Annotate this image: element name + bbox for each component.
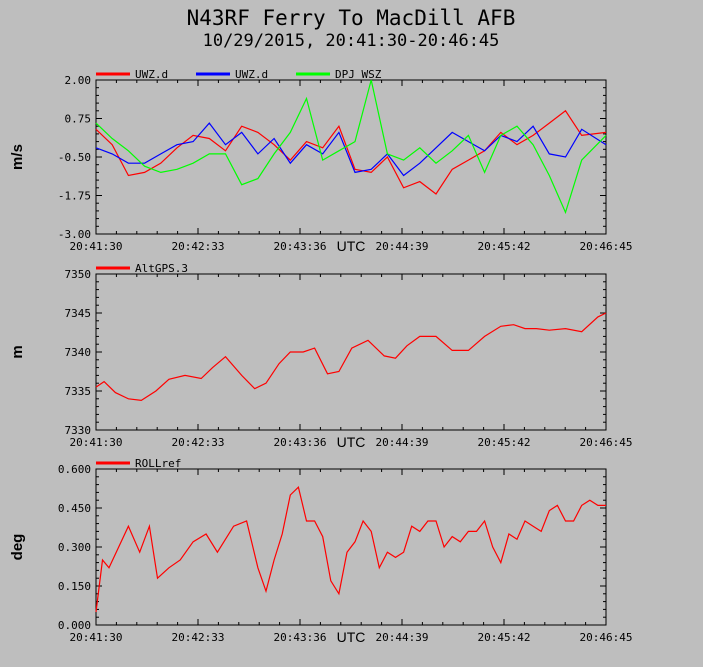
y-tick-label: 0.300 [58,541,91,554]
y-tick-label: 0.150 [58,580,91,593]
series-line-3 [95,79,607,215]
x-tick-label: 20:45:42 [478,631,531,644]
x-tick-label: 20:41:30 [70,240,123,253]
y-tick-label: 7350 [65,268,92,281]
x-tick-label: 20:46:45 [580,240,633,253]
y-tick-label: 0.600 [58,463,91,476]
legend-label: UWZ.d [235,68,268,81]
series-line-1 [95,486,606,613]
y-tick-label: 7335 [65,385,92,398]
y-axis-label: m/s [9,144,26,170]
legend-label: ROLLref [135,457,181,470]
x-tick-label: 20:44:39 [376,631,429,644]
legend-label: UWZ.d [135,68,168,81]
x-axis-label: UTC [337,629,366,645]
x-tick-label: 20:46:45 [580,631,633,644]
x-tick-label: 20:43:36 [274,240,327,253]
y-axis-label: deg [9,534,26,561]
series-line-1 [95,109,607,195]
series-line-2 [95,122,607,177]
plot-frame [95,273,607,431]
x-tick-label: 20:45:42 [478,436,531,449]
legend-label: DPJ_WSZ [335,68,382,81]
y-tick-label: 7340 [65,346,92,359]
y-tick-label: -3.00 [58,228,91,241]
x-tick-label: 20:41:30 [70,436,123,449]
y-tick-label: 0.450 [58,502,91,515]
x-tick-label: 20:45:42 [478,240,531,253]
x-tick-label: 20:42:33 [172,631,225,644]
y-tick-label: -0.50 [58,151,91,164]
series-line-1 [95,312,607,402]
x-tick-label: 20:43:36 [274,436,327,449]
x-axis-label: UTC [337,434,366,450]
x-tick-label: 20:44:39 [376,240,429,253]
legend-label: AltGPS.3 [135,262,188,275]
y-tick-label: 2.00 [65,74,92,87]
chart-title: N43RF Ferry To MacDill AFB [187,6,516,30]
x-tick-label: 20:42:33 [172,436,225,449]
x-axis-label: UTC [337,238,366,254]
x-tick-label: 20:42:33 [172,240,225,253]
x-tick-label: 20:41:30 [70,631,123,644]
x-tick-label: 20:46:45 [580,436,633,449]
y-tick-label: 7345 [65,307,92,320]
y-axis-label: m [9,345,26,358]
x-tick-label: 20:43:36 [274,631,327,644]
y-tick-label: 7330 [65,424,92,437]
y-tick-label: 0.75 [65,113,92,126]
y-tick-label: 0.000 [58,619,91,632]
y-tick-label: -1.75 [58,190,91,203]
x-tick-label: 20:44:39 [376,436,429,449]
chart-subtitle: 10/29/2015, 20:41:30-20:46:45 [203,31,500,51]
